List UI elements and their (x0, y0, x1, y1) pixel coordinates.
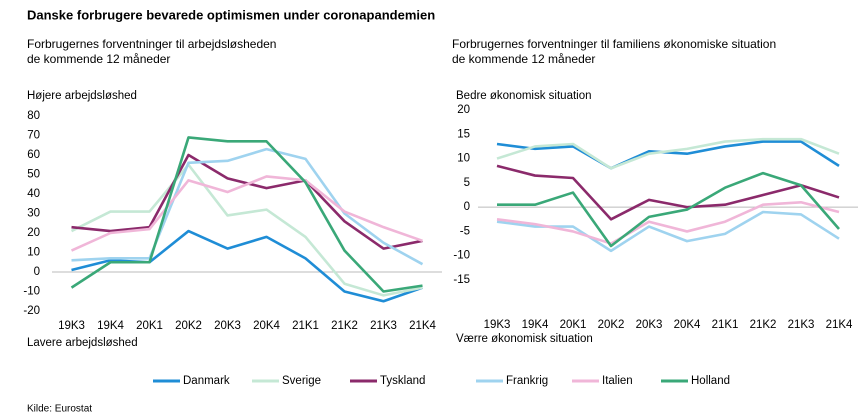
y-tick-label: -10 (23, 286, 40, 298)
annotation: Værre økonomisk situation (456, 333, 593, 345)
main-title: Danske forbrugere bevarede optimismen un… (27, 7, 435, 22)
y-tick-label: 40 (27, 188, 40, 200)
x-tick-label: 20K4 (674, 319, 701, 331)
series-line (496, 137, 840, 170)
x-tick-label: 19K4 (522, 319, 549, 331)
y-tick-label: 20 (457, 104, 470, 116)
x-tick-label: 21K4 (826, 319, 853, 331)
y-tick-label: 15 (457, 128, 470, 140)
legend-label: Danmark (183, 375, 230, 387)
y-tick-label: 10 (457, 153, 470, 165)
source: Kilde: Eurostat (27, 404, 92, 415)
x-tick-label: 20K1 (560, 319, 587, 331)
legend-label: Frankrig (506, 375, 548, 387)
x-tick-label: 20K1 (136, 320, 163, 332)
annotation: Lavere arbejdsløshed (27, 337, 138, 349)
x-tick-label: 21K1 (712, 319, 739, 331)
y-tick-label: 10 (27, 247, 40, 259)
x-tick-label: 20K4 (253, 320, 280, 332)
x-tick-label: 19K4 (97, 320, 124, 332)
chart-title: de kommende 12 måneder (452, 52, 595, 66)
y-tick-label: -5 (460, 225, 470, 237)
x-tick-label: 19K3 (58, 320, 85, 332)
series-line (71, 147, 424, 266)
annotation: Bedre økonomisk situation (456, 90, 592, 102)
y-tick-label: 5 (464, 177, 470, 189)
y-tick-label: 50 (27, 169, 40, 181)
y-tick-label: -15 (453, 274, 470, 286)
x-tick-label: 21K4 (409, 320, 436, 332)
y-tick-label: 80 (27, 110, 40, 122)
series-line (70, 136, 423, 293)
series-line (497, 171, 840, 248)
annotation: Højere arbejdsløshed (27, 90, 137, 102)
x-tick-label: 20K2 (175, 320, 202, 332)
x-tick-label: 21K2 (750, 319, 777, 331)
chart-title: Forbrugernes forventninger til arbejdslø… (27, 37, 276, 51)
y-tick-label: 60 (27, 149, 40, 161)
y-tick-label: 0 (464, 201, 470, 213)
legend-label: Tyskland (380, 375, 425, 387)
legend-label: Holland (691, 375, 730, 387)
series-line (70, 163, 423, 297)
x-tick-label: 20K2 (598, 319, 625, 331)
series-line (496, 200, 840, 245)
y-tick-label: 0 (34, 266, 40, 278)
y-tick-label: -20 (23, 305, 40, 317)
series-line (496, 164, 840, 221)
legend-label: Sverige (282, 375, 321, 387)
x-tick-label: 21K3 (370, 320, 397, 332)
x-tick-label: 21K3 (788, 319, 815, 331)
y-tick-label: 70 (27, 130, 40, 142)
y-tick-label: 20 (27, 227, 40, 239)
chart-title: Forbrugernes forventninger til familiens… (452, 37, 776, 51)
legend-label: Italien (602, 375, 633, 387)
x-tick-label: 19K3 (484, 319, 511, 331)
y-tick-label: -10 (453, 250, 470, 262)
x-tick-label: 20K3 (636, 319, 663, 331)
y-tick-label: 30 (27, 208, 40, 220)
x-tick-label: 20K3 (214, 320, 241, 332)
series-line (71, 153, 423, 250)
x-tick-label: 21K1 (292, 320, 319, 332)
series-line (70, 175, 423, 252)
series-line (496, 210, 840, 253)
chart-title: de kommende 12 måneder (27, 52, 170, 66)
x-tick-label: 21K2 (331, 320, 358, 332)
